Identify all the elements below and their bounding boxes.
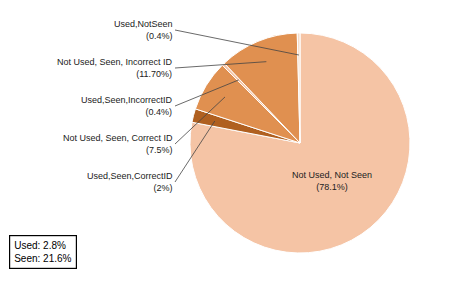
svg-text:Used,Seen,CorrectID(2%): Used,Seen,CorrectID(2%) — [87, 171, 173, 193]
svg-text:Not Used, Not Seen(78.1%): Not Used, Not Seen(78.1%) — [292, 170, 372, 192]
svg-text:Not Used, Seen, Incorrect ID(1: Not Used, Seen, Incorrect ID(11.70%) — [57, 57, 173, 79]
svg-text:Used,NotSeen(0.4%): Used,NotSeen(0.4%) — [114, 19, 173, 41]
svg-text:Used: 2.8%Seen: 21.6%: Used: 2.8%Seen: 21.6% — [14, 240, 71, 264]
svg-text:Used,Seen,IncorrectID(0.4%): Used,Seen,IncorrectID(0.4%) — [81, 95, 173, 117]
svg-text:Not Used, Seen, Correct ID(7.5: Not Used, Seen, Correct ID(7.5%) — [63, 133, 173, 155]
